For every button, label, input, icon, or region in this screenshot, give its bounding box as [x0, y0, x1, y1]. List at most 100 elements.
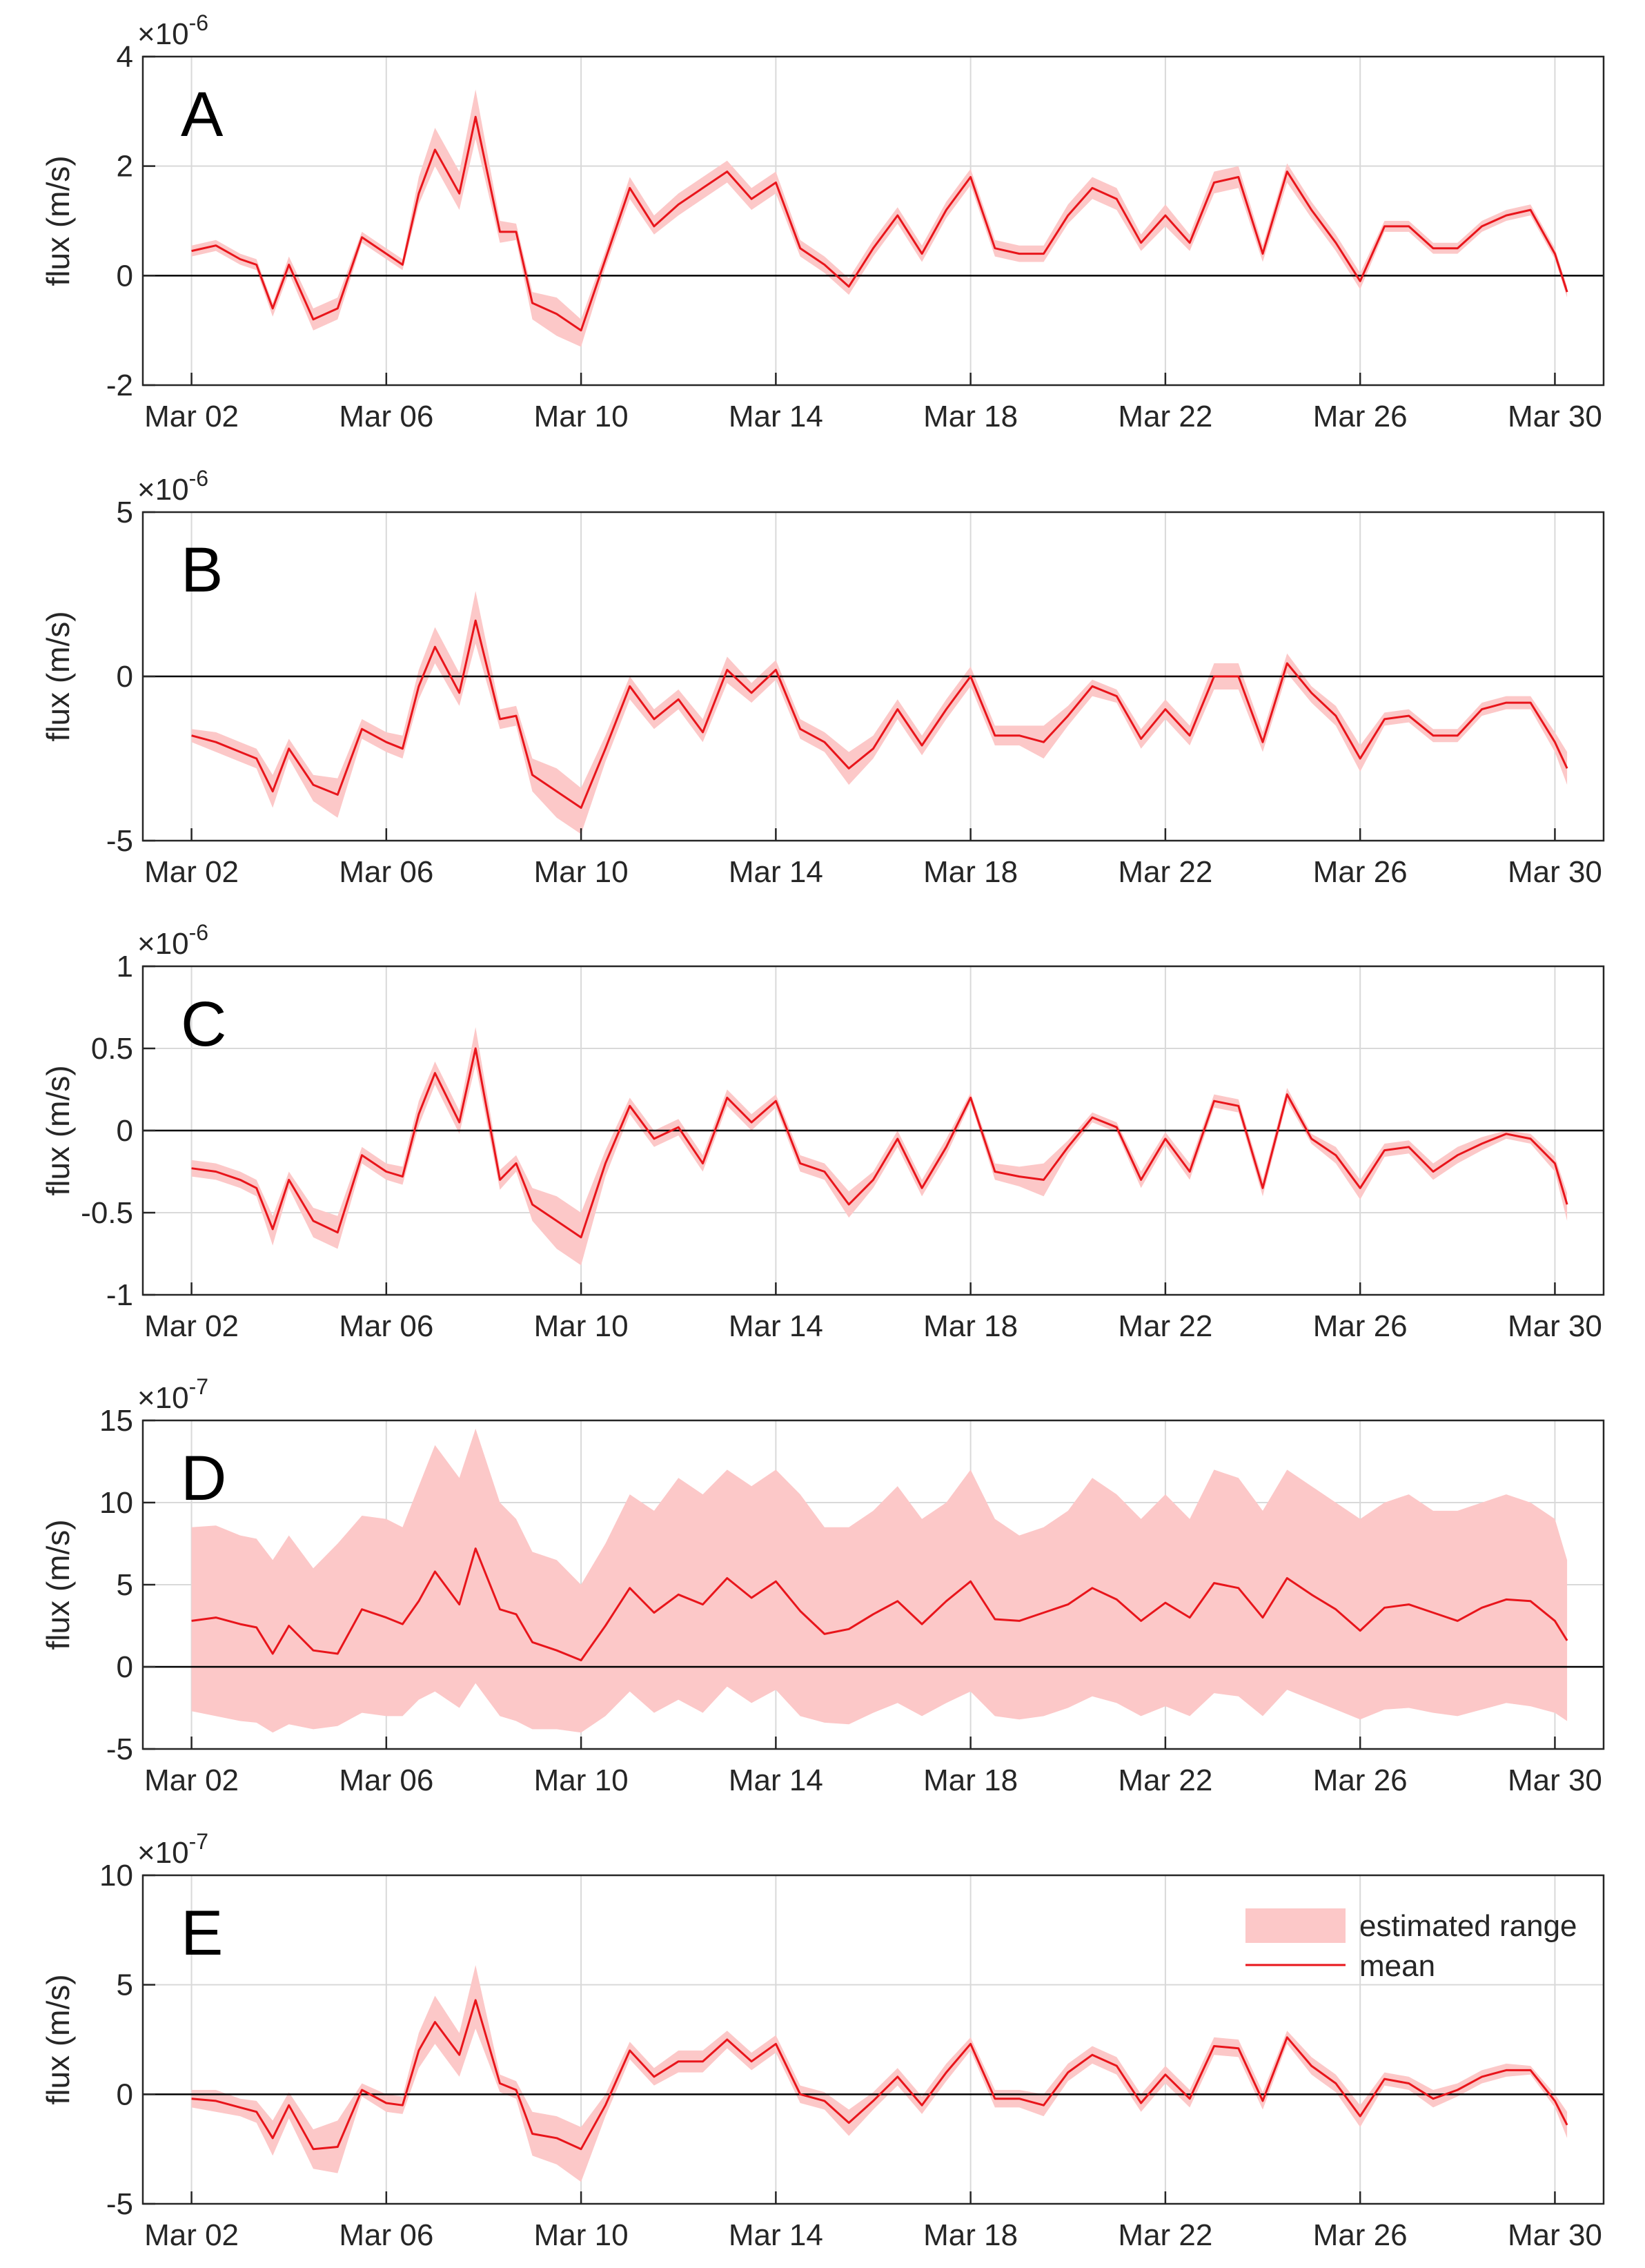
- x-tick-label: Mar 26: [1313, 1309, 1408, 1343]
- y-axis-label: flux (m/s): [40, 1065, 76, 1195]
- x-tick-label: Mar 14: [729, 400, 823, 433]
- exponent-base: ×10: [137, 473, 189, 507]
- panel-e: -5 0 5 10 Mar 02 Mar 06 Mar 10 Mar 14 Mar 18 Mar …: [40, 1829, 1605, 2252]
- mean-line: [191, 1999, 1568, 2151]
- y-tick-label: 10: [99, 1486, 133, 1520]
- x-tick-label: Mar 30: [1508, 1309, 1602, 1343]
- x-tick-label: Mar 18: [923, 2218, 1018, 2252]
- panel-label: E: [181, 1898, 223, 1968]
- x-tick-label: Mar 18: [923, 855, 1018, 889]
- y-tick-label: 5: [117, 496, 133, 529]
- axis-exponent: ×10-6: [137, 466, 208, 507]
- panel-label: A: [181, 79, 224, 150]
- x-tick-label: Mar 10: [534, 2218, 629, 2252]
- x-tick-label: Mar 10: [534, 1309, 629, 1343]
- x-tick-label: Mar 14: [729, 1309, 823, 1343]
- x-tick-label: Mar 22: [1118, 400, 1212, 433]
- x-tick-label: Mar 22: [1118, 2218, 1212, 2252]
- legend-range-label: estimated range: [1359, 1909, 1577, 1943]
- x-tick-label: Mar 18: [923, 1763, 1018, 1797]
- y-tick-label: 0: [117, 1114, 133, 1148]
- x-tick-label: Mar 06: [339, 2218, 433, 2252]
- x-tick-label: Mar 02: [144, 1763, 239, 1797]
- x-tick-label: Mar 26: [1313, 1763, 1408, 1797]
- panel-label: D: [181, 1443, 226, 1514]
- x-tick-label: Mar 14: [729, 2218, 823, 2252]
- exponent-base: ×10: [137, 17, 189, 51]
- x-tick-label: Mar 22: [1118, 1309, 1212, 1343]
- y-tick-label: 5: [117, 1568, 133, 1602]
- exponent-power: -6: [189, 466, 208, 491]
- axis-exponent: ×10-6: [137, 10, 208, 51]
- legend: estimated range mean: [1245, 1908, 1577, 1983]
- axes-box: [141, 55, 1605, 387]
- range-band: [191, 89, 1568, 347]
- x-tick-label: Mar 10: [534, 855, 629, 889]
- x-tick-label: Mar 30: [1508, 2218, 1602, 2252]
- exponent-power: -6: [189, 920, 208, 945]
- y-tick-label: -2: [106, 369, 133, 402]
- y-tick-label: 15: [99, 1404, 133, 1438]
- axis-exponent: ×10-6: [137, 920, 208, 961]
- y-tick-label: 0: [117, 2078, 133, 2111]
- x-tick-label: Mar 18: [923, 1309, 1018, 1343]
- exponent-power: -6: [189, 10, 208, 35]
- range-band: [191, 1428, 1568, 1733]
- y-tick-label: 0: [117, 1650, 133, 1684]
- x-tick-label: Mar 06: [339, 1309, 433, 1343]
- axes-box: [141, 1874, 1605, 2205]
- mean-line: [191, 1047, 1568, 1239]
- x-tick-label: Mar 14: [729, 855, 823, 889]
- y-axis-label: flux (m/s): [40, 1519, 76, 1650]
- x-tick-label: Mar 06: [339, 1763, 433, 1797]
- x-tick-label: Mar 14: [729, 1763, 823, 1797]
- panel-c: -1 -0.5 0 0.5 1 Mar 02 Mar 06 Mar 10 Mar 14 Mar 1…: [40, 920, 1605, 1343]
- y-tick-label: 10: [99, 1859, 133, 1893]
- range-band: [191, 1965, 1568, 2182]
- mean-line: [191, 1547, 1568, 1661]
- x-tick-label: Mar 02: [144, 855, 239, 889]
- x-tick-label: Mar 18: [923, 400, 1018, 433]
- exponent-power: -7: [189, 1374, 208, 1399]
- x-tick-label: Mar 30: [1508, 400, 1602, 433]
- y-tick-label: -0.5: [81, 1196, 133, 1230]
- legend-mean-label: mean: [1359, 1949, 1435, 1983]
- legend-range-swatch: [1245, 1908, 1346, 1943]
- mean-line: [191, 115, 1568, 332]
- axis-exponent: ×10-7: [137, 1829, 208, 1870]
- x-tick-label: Mar 26: [1313, 400, 1408, 433]
- y-tick-label: 5: [117, 1968, 133, 2002]
- x-tick-label: Mar 10: [534, 400, 629, 433]
- y-tick-label: -5: [106, 1732, 133, 1766]
- x-tick-label: Mar 22: [1118, 855, 1212, 889]
- exponent-power: -7: [189, 1829, 208, 1854]
- y-axis-label: flux (m/s): [40, 155, 76, 286]
- y-axis-label: flux (m/s): [40, 611, 76, 741]
- y-axis-label: flux (m/s): [40, 1974, 76, 2104]
- y-tick-label: 4: [117, 40, 133, 74]
- y-tick-label: -5: [106, 2187, 133, 2221]
- x-tick-label: Mar 06: [339, 855, 433, 889]
- x-tick-label: Mar 02: [144, 1309, 239, 1343]
- y-tick-label: 0.5: [91, 1032, 133, 1066]
- panel-label: C: [181, 989, 226, 1059]
- x-tick-label: Mar 26: [1313, 855, 1408, 889]
- x-tick-label: Mar 06: [339, 400, 433, 433]
- mean-line: [191, 619, 1568, 809]
- y-tick-label: 0: [117, 259, 133, 293]
- y-tick-label: 0: [117, 660, 133, 694]
- axis-exponent: ×10-7: [137, 1374, 208, 1415]
- x-tick-label: Mar 30: [1508, 855, 1602, 889]
- exponent-base: ×10: [137, 1836, 189, 1870]
- x-tick-label: Mar 10: [534, 1763, 629, 1797]
- x-tick-label: Mar 30: [1508, 1763, 1602, 1797]
- x-tick-label: Mar 02: [144, 2218, 239, 2252]
- x-tick-label: Mar 26: [1313, 2218, 1408, 2252]
- x-tick-label: Mar 02: [144, 400, 239, 433]
- panel-d: -5 0 5 10 15 Mar 02 Mar 06 Mar 10 Mar 14 Mar 18 Ma…: [40, 1374, 1605, 1797]
- y-tick-label: -5: [106, 824, 133, 858]
- exponent-base: ×10: [137, 1381, 189, 1415]
- range-band: [191, 591, 1568, 834]
- panel-label: B: [181, 535, 223, 605]
